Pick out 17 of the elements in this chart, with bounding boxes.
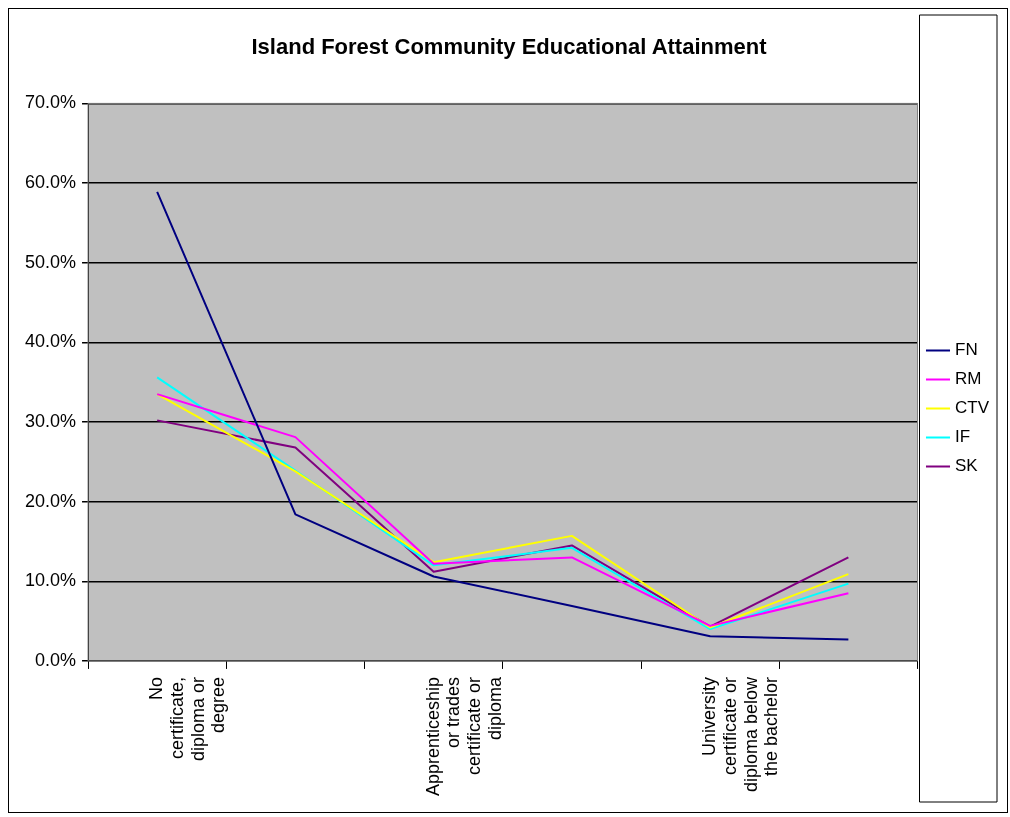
- y-tick-label: 0.0%: [35, 649, 77, 670]
- legend-label: CTV: [955, 398, 990, 418]
- y-tick-label: 50.0%: [24, 251, 77, 272]
- y-tick-label: 70.0%: [24, 92, 77, 113]
- y-tick-label: 10.0%: [24, 570, 77, 591]
- y-tick-label: 60.0%: [24, 172, 77, 193]
- chart-title: Island Forest Community Educational Attainment: [251, 34, 768, 60]
- x-tick-label: No certificate, diploma or degree: [146, 676, 229, 761]
- y-tick-label: 40.0%: [24, 331, 77, 352]
- legend-label: IF: [955, 427, 971, 447]
- y-tick-label: 30.0%: [24, 410, 77, 431]
- x-tick-label: Apprenticeship or trades certificate or diploma: [422, 675, 505, 796]
- legend-label: FN: [955, 340, 978, 360]
- y-tick-label: 20.0%: [24, 490, 77, 511]
- legend-label: RM: [955, 369, 982, 389]
- legend-label: SK: [955, 456, 979, 476]
- x-tick-label: University certificate or diploma below the bachelor: [699, 675, 782, 792]
